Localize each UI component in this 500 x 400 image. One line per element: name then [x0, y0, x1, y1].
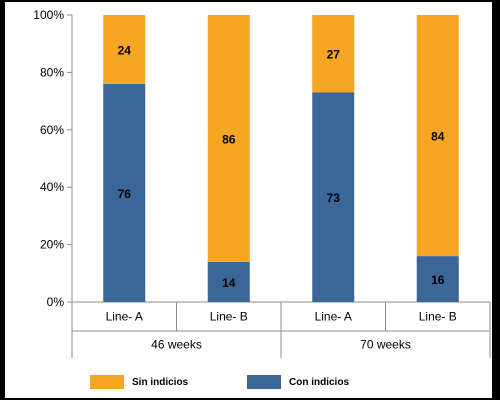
bar-value-label: 16: [431, 273, 445, 287]
chart-legend: Sin indicios Con indicios: [90, 375, 349, 389]
bar-segment: [312, 15, 355, 93]
y-tick-label: 60%: [40, 123, 64, 137]
y-tick-label: 80%: [40, 65, 64, 79]
x-category-label: Line- A: [106, 310, 143, 324]
chart-bars: [103, 15, 459, 303]
x-category-label: Line- B: [210, 310, 248, 324]
y-tick-label: 0%: [47, 295, 65, 309]
x-group-label: 46 weeks: [151, 338, 202, 352]
legend-swatch: [247, 375, 281, 389]
y-tick-label: 20%: [40, 238, 64, 252]
bar-segment: [416, 15, 459, 257]
bar-segment: [416, 256, 459, 302]
x-group-label: 70 weeks: [360, 338, 411, 352]
legend-label: Con indicios: [289, 377, 349, 388]
legend-label: Sin indicios: [132, 377, 189, 388]
legend-swatch: [90, 375, 124, 389]
bar-segment: [103, 83, 146, 302]
bar-value-label: 76: [118, 187, 132, 201]
bar-value-label: 27: [327, 48, 341, 62]
y-tick-label: 40%: [40, 180, 64, 194]
bar-value-label: 73: [327, 191, 341, 205]
bar-value-label: 24: [118, 43, 132, 57]
chart-labels: Line- A Line- B Line- A Line- B 46 weeks 70 w…: [106, 43, 457, 351]
x-category-label: Line- B: [419, 310, 457, 324]
chart-frame: 0% 20% 40% 60% 80% 100% Line- A Line- B Line- A…: [5, 2, 492, 398]
chart-axes: 0% 20% 40% 60% 80% 100%: [33, 8, 491, 358]
y-tick-label: 100%: [33, 8, 64, 22]
bar-segment: [312, 92, 355, 303]
x-category-label: Line- A: [315, 310, 352, 324]
bar-value-label: 84: [431, 130, 445, 144]
bar-value-label: 14: [222, 276, 236, 290]
bar-segment: [207, 15, 250, 262]
bar-segment: [103, 15, 146, 84]
stacked-bar-chart: 0%20%40%60%80%100% Line- A Line- B Line- A…: [33, 8, 491, 389]
bar-segment: [207, 261, 250, 302]
bar-value-label: 86: [222, 132, 236, 146]
